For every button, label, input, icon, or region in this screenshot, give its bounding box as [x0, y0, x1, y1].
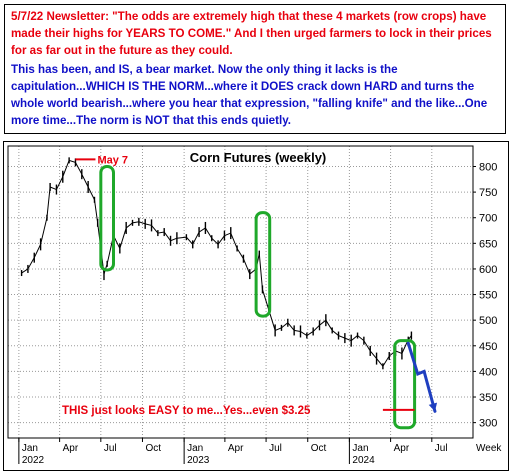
y-tick-label: 450 [479, 341, 497, 353]
y-tick-label: 300 [479, 418, 497, 430]
y-tick-label: 750 [479, 187, 497, 199]
y-tick-label: 600 [479, 264, 497, 276]
y-tick-label: 350 [479, 392, 497, 404]
x-tick-label: Apr [228, 443, 244, 454]
x-tick-label: Jul [435, 443, 448, 454]
x-tick-label: Jan [352, 443, 368, 454]
x-tick-label: Apr [63, 443, 79, 454]
x-tick-label: Jan [187, 443, 203, 454]
chart-grid [8, 146, 473, 438]
y-tick-label: 800 [479, 161, 497, 173]
bear-market-commentary: This has been, and IS, a bear market. No… [11, 63, 488, 127]
year-label: 2022 [22, 455, 45, 466]
projection-arrow [406, 341, 437, 413]
x-tick-label: Jul [104, 443, 117, 454]
chart-axes: 300 350 400 450 500 550 600 650 700 750 800 Jan Apr J… [7, 145, 502, 466]
y-tick-label: 650 [479, 238, 497, 250]
year-label: 2024 [352, 455, 375, 466]
chart-title: Corn Futures (weekly) [190, 150, 327, 165]
x-tick-label: Jan [22, 443, 38, 454]
target-label: THIS just looks EASY to me...Yes...even … [62, 405, 311, 417]
x-tick-label: Apr [394, 443, 410, 454]
x-tick-label: Oct [145, 443, 161, 454]
x-axis-unit-label: Week [476, 443, 502, 454]
newsletter-note: 5/7/22 Newsletter: "The odds are extreme… [4, 4, 506, 134]
y-tick-label: 550 [479, 290, 497, 302]
y-tick-label: 400 [479, 366, 497, 378]
chart-annotations: May 7 THIS just looks EASY to me...Yes...… [62, 154, 438, 430]
may7-label: May 7 [97, 154, 128, 166]
highlight-box [254, 211, 272, 318]
x-tick-label: Oct [311, 443, 327, 454]
price-line [21, 159, 412, 368]
plot-border [7, 145, 474, 439]
highlight-box [393, 339, 417, 430]
year-label: 2023 [187, 455, 210, 466]
y-tick-label: 500 [479, 315, 497, 327]
x-tick-label: Jul [269, 443, 282, 454]
price-bars [20, 157, 413, 370]
newsletter-quote: 5/7/22 Newsletter: "The odds are extreme… [11, 10, 492, 57]
y-tick-label: 700 [479, 213, 497, 225]
highlight-box [99, 164, 115, 272]
projection-arrowhead [428, 402, 438, 412]
